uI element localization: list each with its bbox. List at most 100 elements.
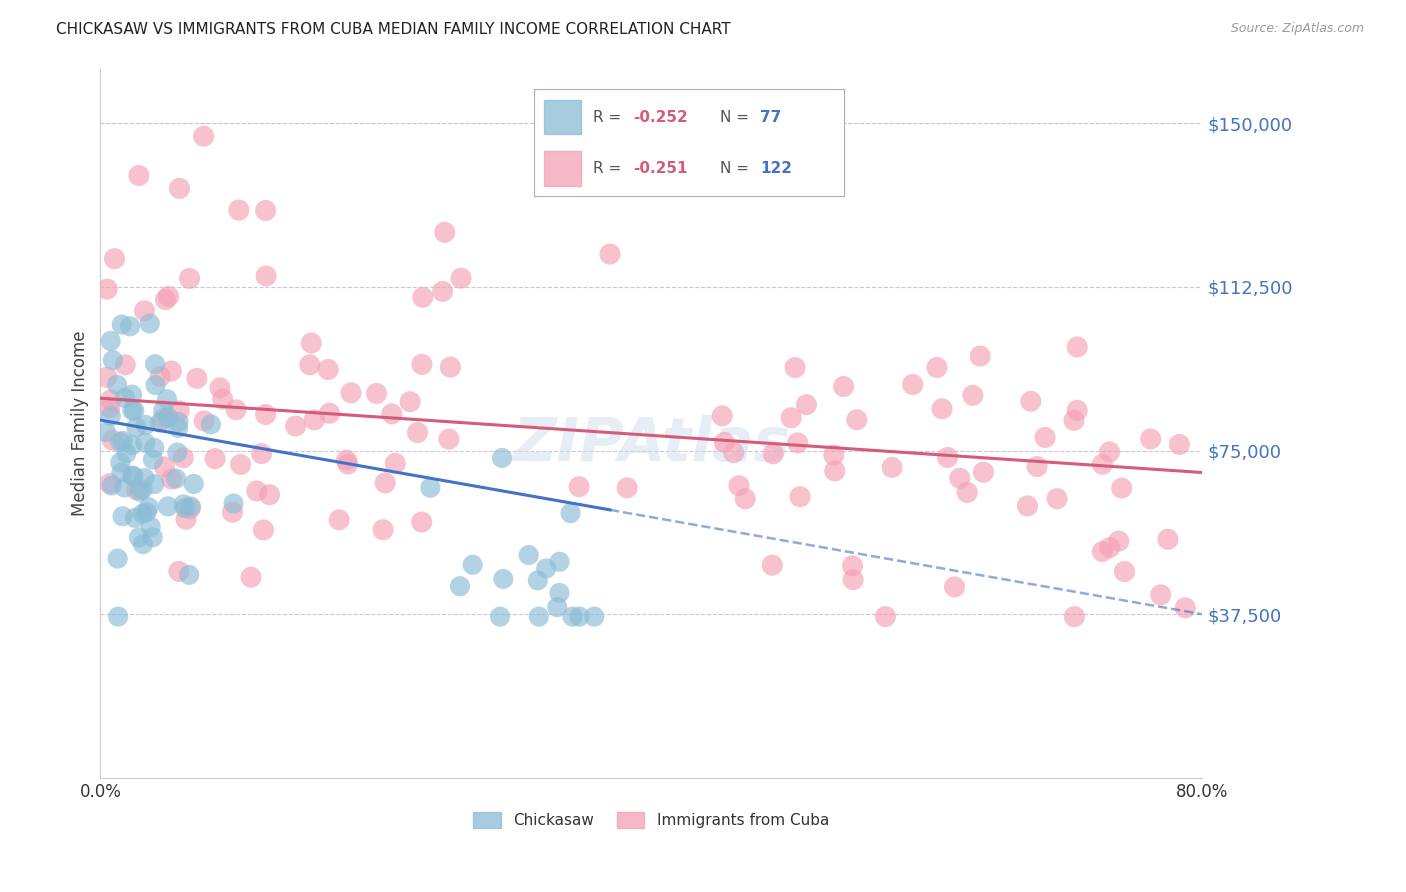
Point (107, 609, 129, 624)
Point (125, 420, 148, 434)
Point (200, 417, 222, 432)
Point (1026, 459, 1049, 474)
Point (548, 555, 571, 569)
Point (786, 435, 808, 450)
Point (1150, 588, 1173, 602)
Point (156, 392, 179, 407)
Point (98, 476, 121, 491)
Point (179, 501, 201, 516)
Point (114, 358, 136, 372)
Point (259, 488, 281, 502)
Point (931, 401, 953, 416)
Point (252, 523, 274, 537)
Point (174, 512, 197, 526)
Point (823, 448, 845, 462)
Point (419, 481, 441, 495)
Point (107, 551, 129, 566)
Point (1098, 445, 1121, 459)
Point (122, 469, 145, 483)
Point (901, 377, 924, 392)
Point (153, 459, 176, 474)
Point (599, 247, 621, 261)
Point (100, 334, 122, 348)
Point (222, 496, 245, 510)
Point (517, 548, 540, 562)
Point (1098, 541, 1121, 555)
Point (166, 445, 188, 459)
Point (711, 409, 734, 423)
Point (546, 600, 568, 615)
Point (105, 377, 128, 392)
Point (1114, 565, 1136, 579)
Point (962, 388, 984, 402)
Point (172, 450, 194, 465)
Point (780, 410, 803, 425)
Point (824, 464, 846, 478)
Point (298, 358, 321, 372)
Point (129, 484, 152, 499)
Text: CHICKASAW VS IMMIGRANTS FROM CUBA MEDIAN FAMILY INCOME CORRELATION CHART: CHICKASAW VS IMMIGRANTS FROM CUBA MEDIAN… (56, 22, 731, 37)
Point (411, 515, 433, 529)
Point (193, 129, 215, 144)
Point (96, 282, 118, 296)
Point (180, 500, 202, 514)
Point (254, 408, 277, 422)
Point (841, 558, 863, 573)
Text: ZIPAtlas: ZIPAtlas (512, 415, 790, 475)
Point (135, 417, 157, 432)
Point (316, 362, 339, 376)
Point (969, 349, 991, 363)
Point (728, 478, 751, 492)
Point (734, 491, 756, 506)
Point (943, 580, 966, 594)
Point (157, 289, 180, 303)
Point (560, 506, 582, 520)
Point (437, 432, 460, 446)
Point (131, 483, 153, 497)
Point (412, 290, 434, 304)
Point (124, 403, 146, 417)
Point (1157, 533, 1180, 547)
Point (875, 609, 897, 624)
Point (131, 507, 153, 521)
Text: -0.252: -0.252 (633, 110, 688, 125)
Point (1017, 499, 1039, 513)
Point (132, 537, 155, 551)
Point (250, 446, 273, 460)
Point (1174, 600, 1197, 615)
Point (193, 414, 215, 428)
Point (103, 252, 125, 266)
Point (143, 477, 166, 491)
Point (762, 447, 785, 461)
Point (304, 413, 326, 427)
Point (439, 360, 461, 375)
Point (956, 485, 979, 500)
Point (183, 477, 205, 491)
Point (121, 438, 143, 452)
Point (384, 457, 406, 471)
Point (254, 203, 277, 218)
Point (335, 453, 357, 467)
Bar (544, 100, 581, 134)
Point (723, 446, 745, 460)
Point (450, 271, 472, 285)
Point (340, 385, 363, 400)
Point (152, 403, 174, 417)
Point (949, 471, 972, 485)
Point (135, 505, 157, 519)
Point (174, 501, 197, 516)
Text: 77: 77 (761, 110, 782, 125)
Point (143, 441, 166, 455)
Point (134, 303, 156, 318)
Text: R =: R = (593, 110, 621, 125)
Point (842, 573, 865, 587)
Point (134, 471, 156, 485)
Point (101, 478, 124, 492)
Point (1063, 609, 1085, 624)
Point (167, 565, 190, 579)
Point (381, 407, 404, 421)
Point (789, 490, 811, 504)
Point (374, 475, 396, 490)
Point (111, 509, 134, 524)
Point (761, 558, 783, 573)
